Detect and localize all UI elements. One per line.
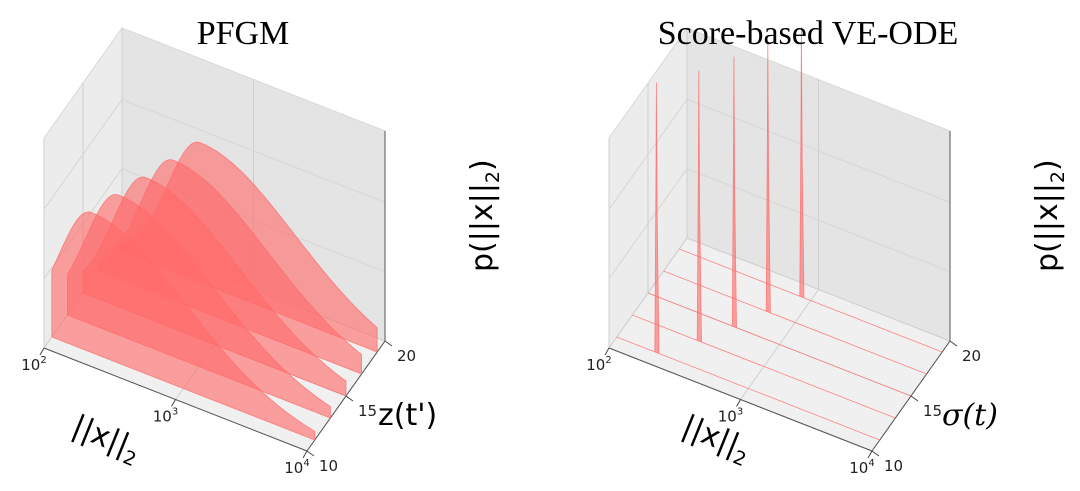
x-tick-label: 104 <box>284 458 309 477</box>
z-axis-label: p(||x||2) <box>465 159 504 272</box>
density-curves <box>616 26 943 441</box>
x-tick-mark <box>736 399 741 407</box>
x-tick-label: 102 <box>586 355 611 374</box>
y-tick-mark <box>910 395 919 402</box>
x-tick-mark <box>867 450 873 459</box>
density-curve <box>647 56 912 397</box>
y-tick-mark <box>949 340 958 347</box>
y-axis-label: σ(t) <box>942 398 998 433</box>
x-tick-mark <box>604 347 610 356</box>
chart-title: Score-based VE-ODE <box>658 15 959 52</box>
pfgm-panel: 102 103 104 10 15 20 PFGM ||x||2 z(t') p(||x|… <box>21 15 504 477</box>
x-tick-label: 104 <box>849 458 874 477</box>
chart-title: PFGM <box>197 15 290 52</box>
x-axis-label: ||x||2 <box>676 409 756 471</box>
tick-labels: 102 103 104 10 15 20 <box>21 340 416 477</box>
z-grid-line <box>686 168 951 273</box>
y-tick-label: 10 <box>884 457 903 475</box>
z-grid-line <box>121 98 386 203</box>
y-tick-label: 15 <box>358 402 377 420</box>
tick-labels: 102 103 104 10 15 20 <box>586 340 981 477</box>
x-tick-label: 102 <box>21 355 46 374</box>
y-tick-mark <box>306 450 315 457</box>
y-grid-line <box>686 237 951 342</box>
y-tick-label: 20 <box>397 347 416 365</box>
y-tick-label: 10 <box>319 457 338 475</box>
y-tick-mark <box>345 395 354 402</box>
y-tick-label: 15 <box>923 402 942 420</box>
y-tick-label: 20 <box>962 347 981 365</box>
x-tick-mark <box>302 450 308 459</box>
axis-panes <box>608 26 951 452</box>
x-axis-label: ||x||2 <box>66 409 146 471</box>
x-tick-label: 103 <box>718 407 743 426</box>
z-axis-label: p(||x||2) <box>1030 159 1069 272</box>
density-curve <box>632 70 896 419</box>
density-curves <box>51 141 378 441</box>
x-tick-label: 103 <box>153 407 178 426</box>
score-based-panel: 102 103 104 10 15 20 Score-based VE-ODE ||x||… <box>586 15 1069 477</box>
z-grid-line <box>686 98 951 203</box>
x-tick-mark <box>39 347 45 356</box>
density-curve <box>616 82 880 441</box>
density-curve <box>679 26 943 353</box>
x-tick-mark <box>171 399 176 407</box>
y-tick-mark <box>384 340 393 347</box>
y-tick-mark <box>871 450 880 457</box>
y-axis-label: z(t') <box>378 398 437 433</box>
z-grid-line <box>608 168 688 279</box>
z-grid-line <box>608 99 688 210</box>
density-curve <box>51 211 316 441</box>
density-curve <box>663 41 927 375</box>
z-grid-line <box>43 99 123 210</box>
